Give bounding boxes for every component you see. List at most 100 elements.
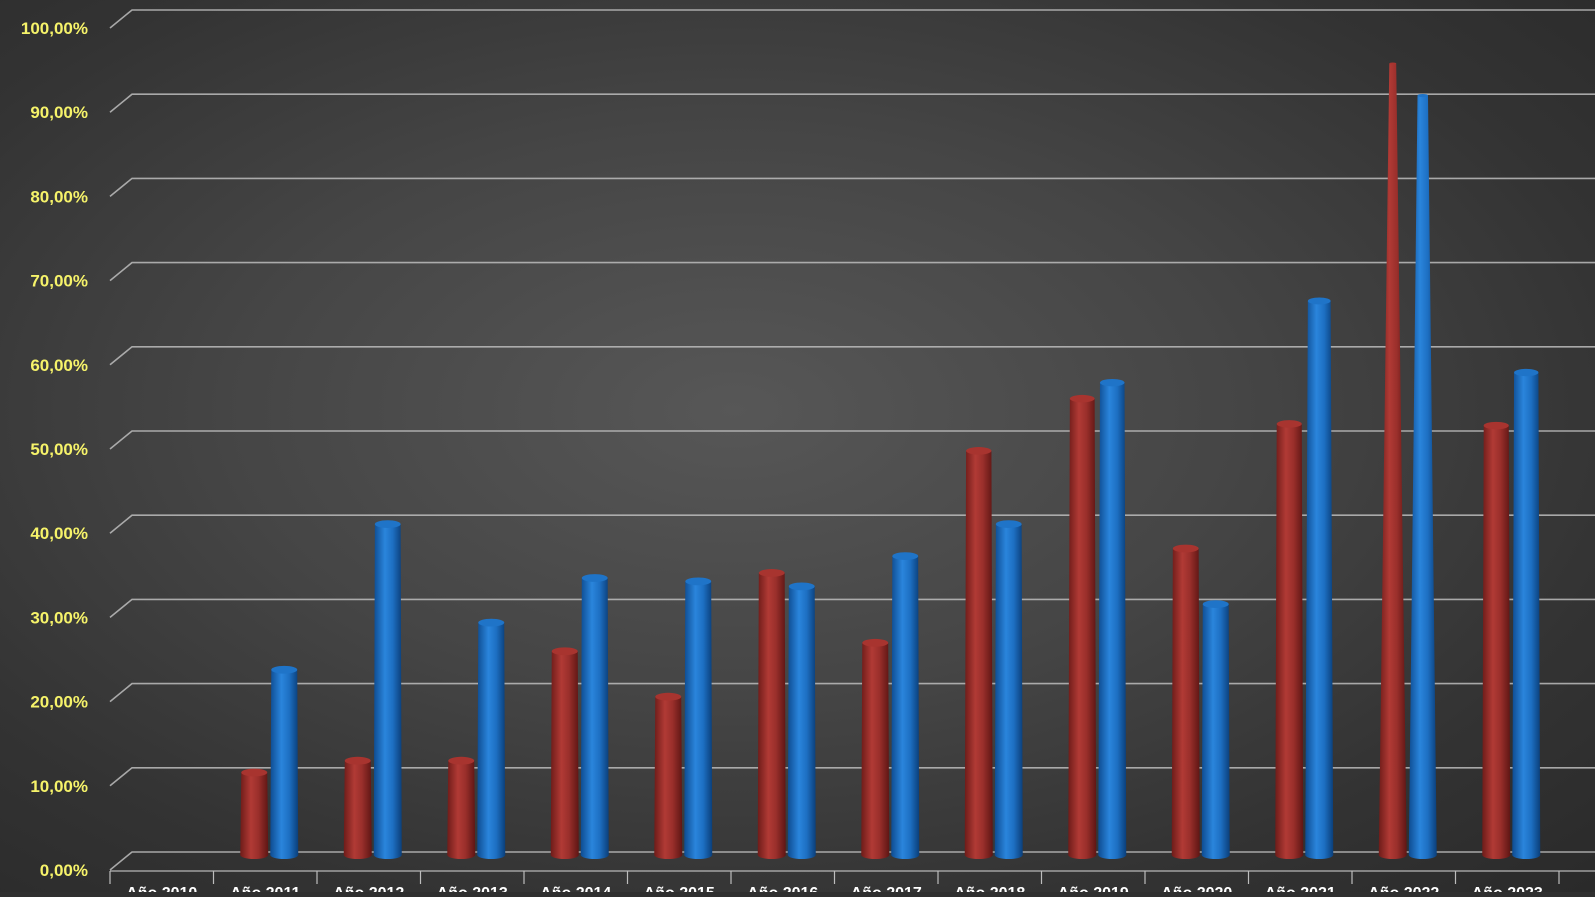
- y-axis-tick-labels: 0,00% 10,00% 20,00% 30,00% 40,00% 50,00% 60,00…: [21, 19, 88, 880]
- bar-body: [270, 669, 299, 859]
- gridline: [109, 514, 1595, 534]
- gridlines: [109, 9, 1595, 884]
- bar-body: [861, 642, 890, 859]
- bar-body: [240, 772, 269, 859]
- bar-series-blue: [373, 520, 402, 859]
- y-tick-label: 100,00%: [21, 19, 88, 38]
- gridline: [109, 177, 1595, 198]
- bar-cap: [862, 638, 889, 647]
- bar-cap: [1172, 544, 1199, 553]
- bar-series-red: [447, 756, 476, 859]
- bar-cap: [1099, 378, 1125, 387]
- bar-cap: [758, 569, 785, 577]
- gridline: [109, 598, 1595, 619]
- y-tick-label: 20,00%: [30, 693, 88, 712]
- bar-series-blue: [994, 520, 1023, 859]
- bar-series-blue: [1512, 368, 1541, 859]
- bar-series-red: [550, 647, 579, 859]
- y-tick-label: 70,00%: [30, 272, 88, 291]
- bar-series-red: [240, 768, 269, 859]
- y-tick-label: 90,00%: [30, 103, 88, 122]
- bar-cap: [241, 768, 268, 777]
- bar-cap: [1417, 93, 1428, 98]
- x-tick-label: Año 2014: [540, 885, 611, 892]
- bar-series-blue: [1305, 297, 1334, 859]
- x-tick-label: Año 2013: [437, 885, 508, 892]
- bar-body: [447, 760, 476, 859]
- bar-cap: [374, 520, 401, 528]
- bar-body: [550, 651, 579, 859]
- bar-series-red: [757, 569, 786, 859]
- bar-cap: [685, 577, 712, 586]
- gridline: [109, 261, 1595, 282]
- bar-series-red: [1275, 420, 1304, 859]
- bar-body: [787, 586, 816, 859]
- bar-cap: [1202, 600, 1229, 608]
- bar-body: [1068, 398, 1097, 859]
- bar-body: [964, 450, 993, 859]
- bar-series-red: [343, 756, 372, 859]
- bar-series-blue: [580, 574, 609, 859]
- gridline: [109, 682, 1595, 703]
- bar-cap: [1069, 394, 1095, 403]
- x-tick-label: Año 2022: [1368, 885, 1439, 892]
- y-tick-label: 60,00%: [30, 356, 88, 375]
- bar-series-blue: [1201, 600, 1230, 859]
- bar-series-red: [654, 692, 683, 859]
- y-tick-label: 50,00%: [30, 440, 88, 459]
- x-tick-label: Año 2010: [126, 885, 197, 892]
- y-tick-label: 0,00%: [40, 861, 88, 880]
- gridline: [109, 766, 1595, 787]
- bar-series-blue: [684, 577, 713, 859]
- bar-series-blue: [270, 665, 299, 859]
- x-tick-label: Año 2012: [333, 885, 404, 892]
- bar-cap: [788, 582, 815, 591]
- bar-body: [1305, 300, 1334, 859]
- x-tick-label: Año 2019: [1058, 885, 1129, 892]
- bar-series-red: [964, 447, 993, 859]
- bar-series-red: [861, 638, 890, 859]
- bar-cap: [271, 665, 298, 674]
- bar-cap: [344, 756, 371, 765]
- bar-body: [1171, 548, 1200, 859]
- bar-series-blue: [477, 618, 506, 859]
- bar-series-blue: [891, 552, 920, 859]
- gridline: [109, 430, 1595, 450]
- x-tick-label: Año 2018: [954, 885, 1025, 892]
- bar-cap: [1276, 420, 1302, 428]
- y-tick-label: 80,00%: [30, 187, 88, 206]
- bar-cap: [1389, 62, 1397, 65]
- bar-cap: [551, 647, 578, 656]
- y-tick-label: 40,00%: [30, 524, 88, 543]
- x-tick-label: Año 2011: [230, 885, 300, 892]
- bar-cap: [892, 552, 919, 560]
- bar-cap: [995, 520, 1022, 528]
- x-axis-tick-labels: Año 2010 Año 2011 Año 2012 Año 2013 Año 2014…: [126, 885, 1543, 897]
- bar-series-red: [1068, 394, 1097, 859]
- bar-body: [1201, 604, 1230, 859]
- x-tick-label: Año 2020: [1161, 885, 1232, 892]
- bar-cap: [655, 692, 682, 701]
- bar-body: [343, 760, 372, 859]
- bar-body: [1408, 95, 1437, 860]
- x-tick-label: Año 2021: [1265, 885, 1336, 892]
- bar-cap: [1307, 297, 1331, 305]
- bar-body: [1512, 372, 1541, 859]
- bar-body: [477, 622, 506, 859]
- y-tick-label: 30,00%: [30, 608, 88, 627]
- bar-cap: [448, 756, 475, 765]
- bar-series-red: [1171, 544, 1200, 859]
- bar-series-red: [1482, 421, 1511, 859]
- gridline: [109, 345, 1595, 366]
- bar-series-blue: [1408, 93, 1437, 860]
- gridline: [109, 851, 1595, 871]
- bar-cap: [581, 574, 608, 582]
- bar-cap: [966, 447, 992, 455]
- bar-body: [1275, 423, 1304, 859]
- bar-body: [757, 572, 786, 859]
- bar-series-blue: [787, 582, 816, 859]
- bar-body: [580, 577, 609, 859]
- x-tick-label: Año 2023: [1472, 885, 1543, 892]
